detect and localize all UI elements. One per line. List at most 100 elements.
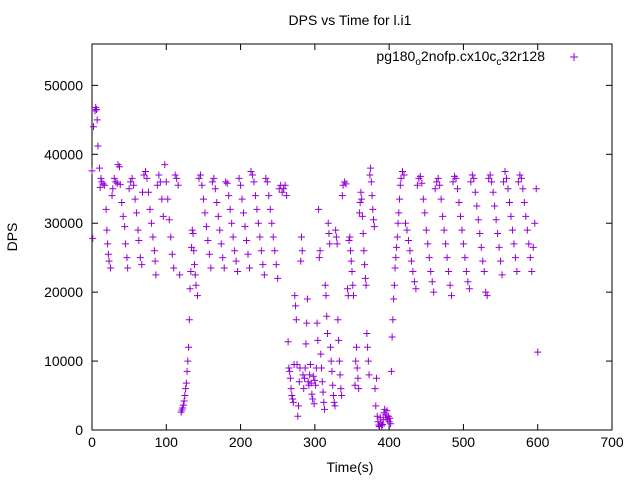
data-point	[235, 174, 243, 182]
data-point	[390, 295, 398, 303]
data-point	[519, 185, 527, 193]
data-point	[300, 385, 308, 393]
data-point	[131, 195, 139, 203]
data-point	[318, 378, 326, 386]
data-point	[401, 219, 409, 227]
data-point	[257, 247, 265, 255]
data-point	[315, 205, 323, 213]
data-point	[237, 181, 245, 189]
legend-label-part: c	[496, 57, 501, 68]
data-point	[336, 371, 344, 379]
data-point	[465, 285, 473, 293]
data-point	[337, 385, 345, 393]
data-point	[349, 281, 357, 289]
data-point	[342, 180, 350, 188]
data-point	[240, 209, 248, 217]
data-point	[510, 240, 518, 248]
y-tick-label: 30000	[44, 215, 83, 231]
data-point	[488, 178, 496, 186]
data-point	[404, 236, 412, 244]
data-point	[400, 171, 408, 179]
data-point	[406, 247, 414, 255]
x-tick-label: 500	[452, 434, 476, 450]
data-point	[434, 174, 442, 182]
data-point	[179, 401, 187, 409]
data-point	[485, 174, 493, 182]
data-point	[116, 181, 124, 189]
data-point	[289, 398, 297, 406]
data-point	[232, 257, 240, 265]
data-point	[265, 192, 273, 200]
y-tick-label: 0	[75, 422, 83, 438]
data-point	[448, 292, 456, 300]
data-point	[374, 418, 382, 426]
data-point	[205, 250, 213, 258]
data-point	[467, 178, 475, 186]
axis-ticks: 0 100 200 300 400 500 600 700 0 10000 20000 30000 40…	[44, 44, 624, 450]
data-point	[503, 174, 511, 182]
data-point	[278, 188, 286, 196]
data-point	[127, 178, 135, 186]
data-point	[304, 378, 312, 386]
data-point	[220, 264, 228, 272]
data-point	[387, 420, 395, 428]
data-point	[260, 271, 268, 279]
data-point	[464, 278, 472, 286]
data-point	[225, 192, 233, 200]
data-point	[97, 174, 105, 182]
data-point	[306, 371, 314, 379]
data-point	[185, 316, 193, 324]
data-point	[146, 205, 154, 213]
data-point	[352, 343, 360, 351]
data-point	[349, 292, 357, 300]
data-point	[204, 236, 212, 244]
x-tick-label: 300	[303, 434, 327, 450]
data-point	[207, 264, 215, 272]
data-point	[430, 288, 438, 296]
data-point	[107, 264, 115, 272]
data-point	[174, 181, 182, 189]
data-point	[345, 236, 353, 244]
legend-label-part: 32r128	[501, 48, 545, 64]
data-point	[269, 233, 277, 241]
data-point	[96, 183, 104, 191]
data-point	[161, 161, 169, 169]
data-point	[393, 233, 401, 241]
data-point	[389, 316, 397, 324]
data-point	[364, 357, 372, 365]
data-point	[211, 185, 219, 193]
data-point	[338, 192, 346, 200]
data-point	[241, 223, 249, 231]
data-point	[322, 292, 330, 300]
data-point	[150, 247, 158, 255]
data-point	[528, 267, 536, 275]
data-point	[399, 168, 407, 176]
data-point	[362, 281, 370, 289]
data-point	[102, 205, 110, 213]
data-point	[317, 350, 325, 358]
data-point	[104, 240, 112, 248]
data-point	[347, 257, 355, 265]
data-point	[359, 230, 367, 238]
data-point	[231, 247, 239, 255]
data-point	[346, 233, 354, 241]
data-point	[181, 392, 189, 400]
data-point	[486, 171, 494, 179]
data-point	[332, 233, 340, 241]
data-point	[125, 185, 133, 193]
data-point	[229, 233, 237, 241]
data-point	[347, 247, 355, 255]
data-point	[153, 181, 161, 189]
data-point	[268, 219, 276, 227]
data-point	[234, 267, 242, 275]
data-point	[291, 292, 299, 300]
data-point	[395, 209, 403, 217]
data-point	[326, 240, 334, 248]
data-point	[511, 254, 519, 262]
data-point	[325, 230, 333, 238]
data-point	[334, 316, 342, 324]
legend-marker	[570, 53, 578, 61]
data-point	[363, 330, 371, 337]
data-point	[314, 336, 322, 344]
